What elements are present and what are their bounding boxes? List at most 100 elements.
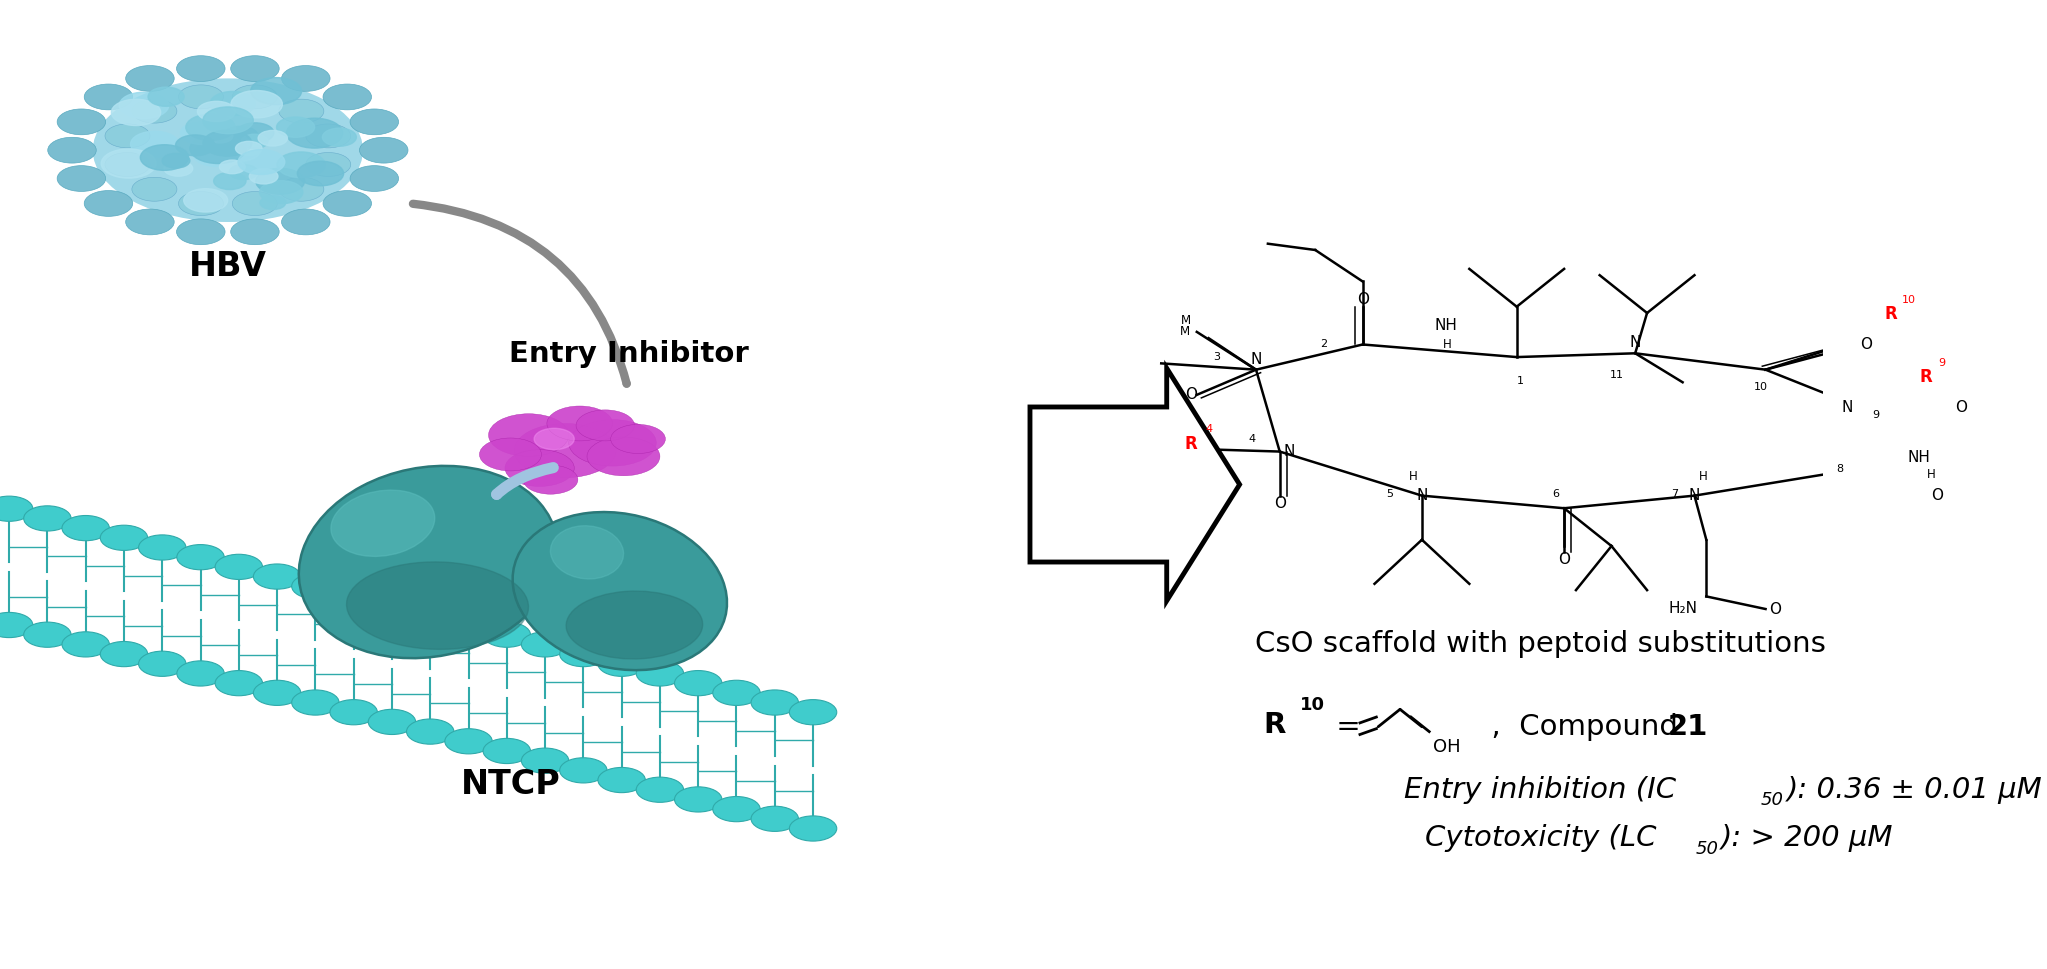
Text: 21: 21: [1668, 713, 1709, 740]
Text: H: H: [1926, 467, 1936, 481]
Text: Cytotoxicity (LC: Cytotoxicity (LC: [1425, 825, 1656, 852]
Circle shape: [751, 806, 798, 831]
Circle shape: [57, 109, 106, 135]
Circle shape: [610, 424, 665, 453]
Text: R: R: [1883, 305, 1898, 324]
Text: R: R: [1183, 435, 1197, 453]
Circle shape: [164, 161, 192, 176]
Circle shape: [444, 729, 491, 754]
Text: N: N: [1283, 444, 1296, 459]
Text: 2: 2: [1320, 339, 1326, 350]
Text: 8: 8: [1836, 464, 1844, 474]
Text: 10: 10: [1754, 383, 1769, 392]
Circle shape: [282, 66, 330, 91]
Circle shape: [47, 138, 96, 163]
Circle shape: [61, 632, 108, 657]
Text: 3: 3: [1214, 352, 1220, 362]
Circle shape: [260, 196, 287, 209]
Circle shape: [213, 172, 246, 190]
Circle shape: [790, 700, 837, 725]
Circle shape: [92, 78, 362, 222]
Circle shape: [407, 719, 454, 744]
Text: N: N: [1417, 488, 1427, 503]
Circle shape: [207, 129, 233, 143]
Circle shape: [276, 152, 325, 177]
Ellipse shape: [346, 562, 528, 649]
Circle shape: [162, 153, 190, 168]
Ellipse shape: [567, 591, 702, 659]
Circle shape: [61, 516, 108, 541]
Circle shape: [282, 209, 330, 234]
Text: O: O: [1861, 337, 1873, 352]
Circle shape: [291, 574, 340, 599]
Text: OH: OH: [1433, 738, 1460, 757]
Circle shape: [231, 55, 278, 81]
Text: N: N: [1629, 335, 1642, 351]
Text: 10: 10: [1300, 697, 1324, 714]
Circle shape: [514, 423, 616, 478]
Circle shape: [235, 141, 262, 155]
Circle shape: [25, 506, 72, 531]
Circle shape: [258, 131, 287, 146]
Text: Entry inhibition (IC: Entry inhibition (IC: [1404, 776, 1676, 803]
Text: 9: 9: [1873, 410, 1879, 421]
Circle shape: [444, 612, 491, 638]
Circle shape: [203, 107, 254, 134]
Circle shape: [215, 671, 262, 696]
Circle shape: [131, 99, 176, 123]
Circle shape: [176, 661, 225, 686]
Text: 1: 1: [1517, 376, 1523, 386]
Text: 50: 50: [1695, 840, 1717, 858]
FancyArrowPatch shape: [413, 203, 626, 384]
Circle shape: [237, 149, 285, 174]
Circle shape: [712, 680, 759, 705]
Text: O: O: [1558, 552, 1570, 567]
Circle shape: [321, 128, 356, 146]
Ellipse shape: [299, 466, 559, 658]
Circle shape: [178, 192, 223, 215]
Text: O: O: [1955, 400, 1967, 415]
Text: 4: 4: [1249, 434, 1257, 444]
Circle shape: [100, 525, 147, 550]
Text: 6: 6: [1552, 489, 1560, 499]
Circle shape: [131, 131, 178, 157]
Circle shape: [547, 406, 612, 441]
Circle shape: [790, 816, 837, 841]
Text: CsO scaffold with peptoid substitutions: CsO scaffold with peptoid substitutions: [1255, 631, 1826, 658]
Circle shape: [350, 109, 399, 135]
Ellipse shape: [332, 490, 434, 556]
Circle shape: [407, 603, 454, 628]
Circle shape: [350, 166, 399, 192]
Text: R: R: [1263, 711, 1286, 738]
Circle shape: [203, 130, 252, 156]
Circle shape: [100, 641, 147, 667]
Circle shape: [637, 661, 684, 686]
Circle shape: [184, 189, 227, 212]
Circle shape: [215, 554, 262, 579]
Circle shape: [524, 465, 577, 494]
Text: H₂N: H₂N: [1668, 601, 1697, 616]
Circle shape: [111, 99, 162, 126]
Text: N: N: [1842, 400, 1853, 415]
Circle shape: [254, 564, 301, 589]
Text: Entry Inhibitor: Entry Inhibitor: [510, 340, 749, 367]
FancyArrowPatch shape: [497, 468, 553, 494]
Circle shape: [330, 583, 377, 609]
Circle shape: [197, 102, 235, 121]
Circle shape: [250, 78, 301, 105]
Text: H: H: [1443, 338, 1451, 351]
Circle shape: [125, 66, 174, 91]
Circle shape: [368, 593, 416, 618]
Circle shape: [278, 177, 323, 202]
Circle shape: [712, 797, 759, 822]
Circle shape: [100, 149, 156, 178]
Circle shape: [522, 748, 569, 773]
Circle shape: [575, 410, 635, 441]
Circle shape: [676, 787, 723, 812]
Text: O: O: [1273, 496, 1286, 511]
Text: R: R: [1920, 368, 1932, 387]
Circle shape: [522, 632, 569, 657]
Text: =: =: [1326, 713, 1369, 740]
Circle shape: [360, 138, 407, 163]
Circle shape: [219, 160, 246, 173]
